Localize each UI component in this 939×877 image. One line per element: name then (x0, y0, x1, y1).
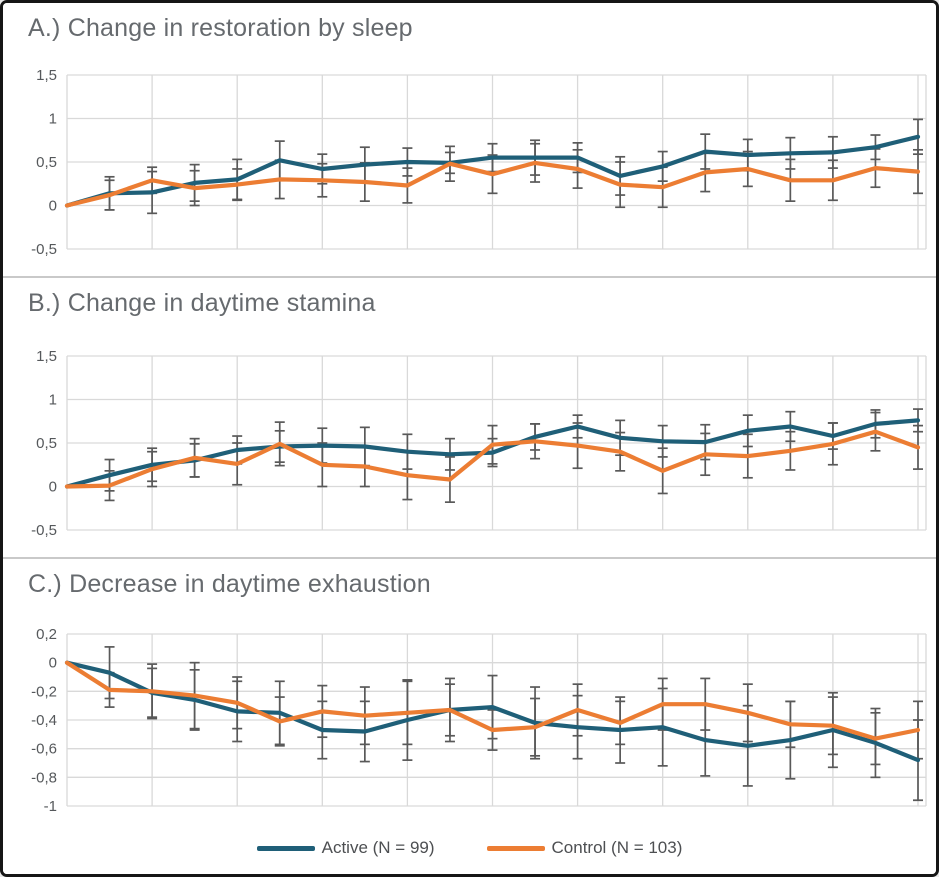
y-tick-label: 0,2 (36, 626, 57, 643)
y-tick-label: -0,6 (31, 741, 57, 758)
y-axis-tick-labels: 0,2 0 -0,2 -0,4 -0,6 -0,8 -1 (31, 626, 57, 815)
error-bars-control (104, 411, 923, 504)
series-line-active (64, 660, 921, 763)
y-tick-label: -0,5 (31, 241, 57, 258)
legend-label-active: Active (N = 99) (321, 838, 435, 857)
panel-c-daytime-exhaustion: C.) Decrease in daytime exhaustion 0,2 0 -… (3, 557, 936, 874)
y-tick-label: 1 (49, 111, 57, 128)
chart-c-canvas: 0,2 0 -0,2 -0,4 -0,6 -0,8 -1 (31, 626, 927, 815)
y-tick-label: -0,5 (31, 522, 57, 539)
y-tick-label: 0,5 (36, 435, 57, 452)
y-tick-label: 0 (49, 479, 57, 496)
series-line-active (64, 134, 921, 208)
y-tick-label: 1,5 (36, 67, 57, 84)
series-line-control (64, 429, 921, 489)
y-tick-label: -0,8 (31, 769, 57, 786)
y-tick-label: 0 (49, 655, 57, 672)
y-axis-tick-labels: 1,5 1 0,5 0 -0,5 (31, 67, 57, 258)
y-tick-label: 1 (49, 392, 57, 409)
active-line-swatch (256, 845, 315, 851)
y-axis-tick-labels: 1,5 1 0,5 0 -0,5 (31, 348, 57, 539)
y-tick-label: -0,2 (31, 683, 57, 700)
control-line-swatch (486, 845, 545, 851)
chart-b-canvas: 1,5 1 0,5 0 -0,5 (31, 348, 927, 539)
legend-label-control: Control (N = 103) (551, 838, 683, 857)
chart-a-title: A.) Change in restoration by sleep (28, 14, 413, 42)
y-tick-label: -1 (44, 798, 57, 815)
error-bars-active (104, 118, 923, 215)
series-line-control (64, 660, 921, 741)
legend-item-active: Active (N = 99) (256, 838, 435, 858)
gridlines (66, 355, 927, 531)
y-tick-label: -0,4 (31, 712, 57, 729)
y-tick-label: 0,5 (36, 154, 57, 171)
chart-a-canvas: 1,5 1 0,5 0 -0,5 (31, 67, 927, 258)
gridlines (66, 74, 927, 250)
y-tick-label: 1,5 (36, 348, 57, 365)
gridlines (66, 633, 927, 807)
series-line-active (64, 418, 921, 489)
chart-c-title: C.) Decrease in daytime exhaustion (28, 570, 431, 598)
chart-b-title: B.) Change in daytime stamina (28, 289, 376, 317)
y-tick-label: 0 (49, 198, 57, 215)
panel-b-daytime-stamina: B.) Change in daytime stamina 1,5 1 0,5 0 -0… (3, 276, 936, 557)
series-line-control (64, 160, 921, 208)
panel-a-restoration-by-sleep: A.) Change in restoration by sleep 1,5 1 0… (3, 3, 936, 276)
legend: Active (N = 99) Control (N = 103) (3, 838, 936, 858)
legend-item-control: Control (N = 103) (486, 838, 683, 858)
